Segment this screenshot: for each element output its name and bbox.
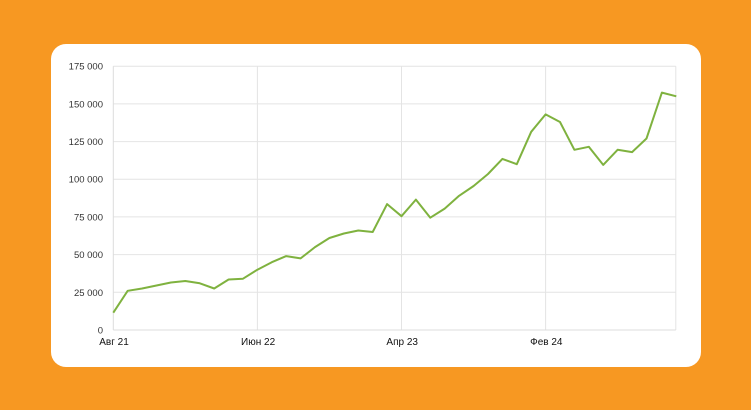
svg-text:0: 0 [98, 326, 103, 337]
svg-text:Фев 24: Фев 24 [530, 337, 563, 348]
svg-text:50 000: 50 000 [74, 250, 103, 261]
svg-text:100 000: 100 000 [69, 175, 103, 186]
svg-text:Апр 23: Апр 23 [386, 337, 418, 348]
svg-text:Авг 21: Авг 21 [99, 337, 129, 348]
svg-text:150 000: 150 000 [69, 99, 103, 110]
svg-text:25 000: 25 000 [74, 288, 103, 299]
svg-text:125 000: 125 000 [69, 137, 103, 148]
svg-text:75 000: 75 000 [74, 212, 103, 223]
svg-text:175 000: 175 000 [69, 62, 103, 73]
svg-text:Июн 22: Июн 22 [241, 337, 276, 348]
